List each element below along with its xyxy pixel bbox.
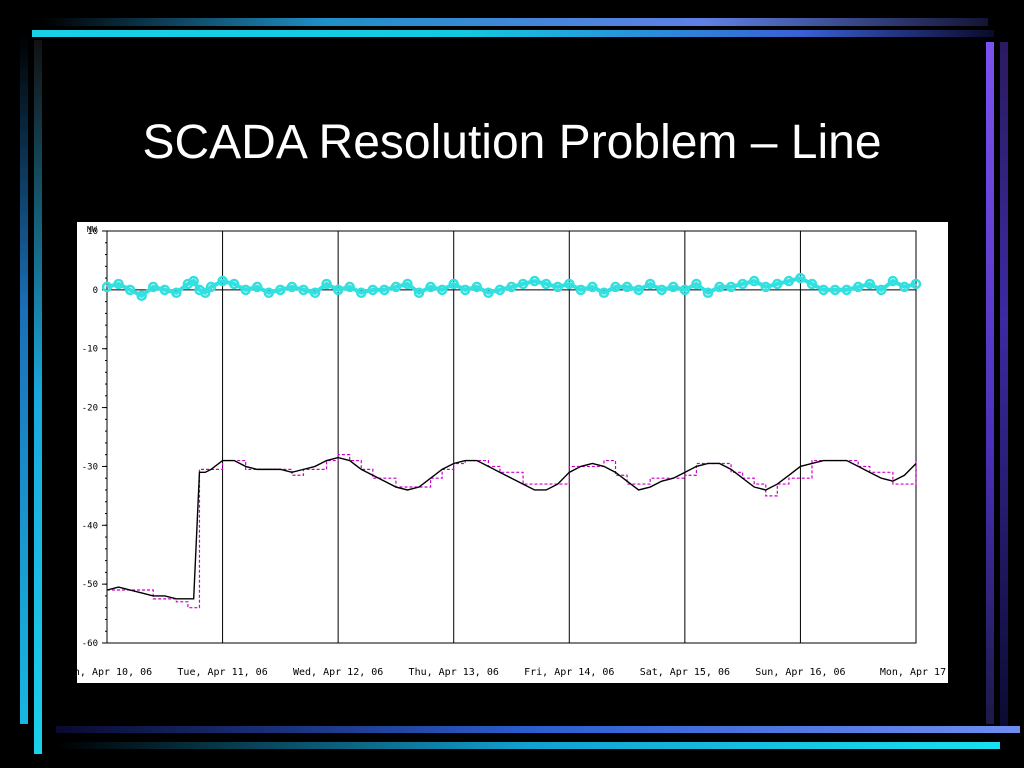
y-tick-label: 10 <box>87 227 98 237</box>
minor-ticks <box>105 230 107 644</box>
y-axis-label: MW <box>87 225 97 234</box>
y-tick-label: -30 <box>82 462 98 472</box>
x-tick-label: Mon, Apr 17, <box>880 667 948 678</box>
chart-panel: MW 10 0 -10 -20 -30 -40 -50 -60 Mon, Apr 10, 06… <box>77 222 948 683</box>
y-tick-labels: 10 0 -10 -20 -30 -40 -50 -60 <box>82 227 107 649</box>
day-gridlines <box>222 231 917 643</box>
x-tick-label: Sat, Apr 15, 06 <box>640 667 730 678</box>
slide-title: SCADA Resolution Problem – Line <box>142 116 882 169</box>
y-tick-label: -20 <box>82 404 98 414</box>
decor-bar-bottom <box>56 742 1000 749</box>
series-line-scada <box>107 454 917 609</box>
series-line-difference <box>106 275 917 299</box>
series-layer <box>101 272 922 609</box>
decor-bar-top-inner <box>32 30 994 37</box>
decor-bar-right-inner <box>986 42 994 724</box>
decor-bar-left <box>20 34 28 724</box>
plot-area <box>106 230 917 644</box>
x-tick-label: Thu, Apr 13, 06 <box>409 667 499 678</box>
decor-bar-bottom-inner <box>56 726 1020 733</box>
decor-bar-top <box>42 18 988 26</box>
x-tick-label: Mon, Apr 10, 06 <box>77 667 152 678</box>
y-tick-label: -40 <box>82 521 98 531</box>
y-tick-label: -10 <box>82 345 98 355</box>
x-tick-labels: Mon, Apr 10, 06 Tue, Apr 11, 06 Wed, Apr 1… <box>77 667 948 678</box>
decor-bar-right <box>1000 42 1008 732</box>
series-line-measured <box>106 456 917 600</box>
y-tick-label: -50 <box>82 580 98 590</box>
x-tick-label: Sun, Apr 16, 06 <box>755 667 845 678</box>
x-tick-label: Wed, Apr 12, 06 <box>293 667 383 678</box>
decor-bar-left-inner <box>34 40 42 754</box>
x-tick-label: Tue, Apr 11, 06 <box>177 667 267 678</box>
line-chart: MW 10 0 -10 -20 -30 -40 -50 -60 Mon, Apr 10, 06… <box>77 225 948 678</box>
x-tick-label: Fri, Apr 14, 06 <box>524 667 614 678</box>
y-tick-label: 0 <box>93 286 98 296</box>
y-tick-label: -60 <box>82 639 98 649</box>
